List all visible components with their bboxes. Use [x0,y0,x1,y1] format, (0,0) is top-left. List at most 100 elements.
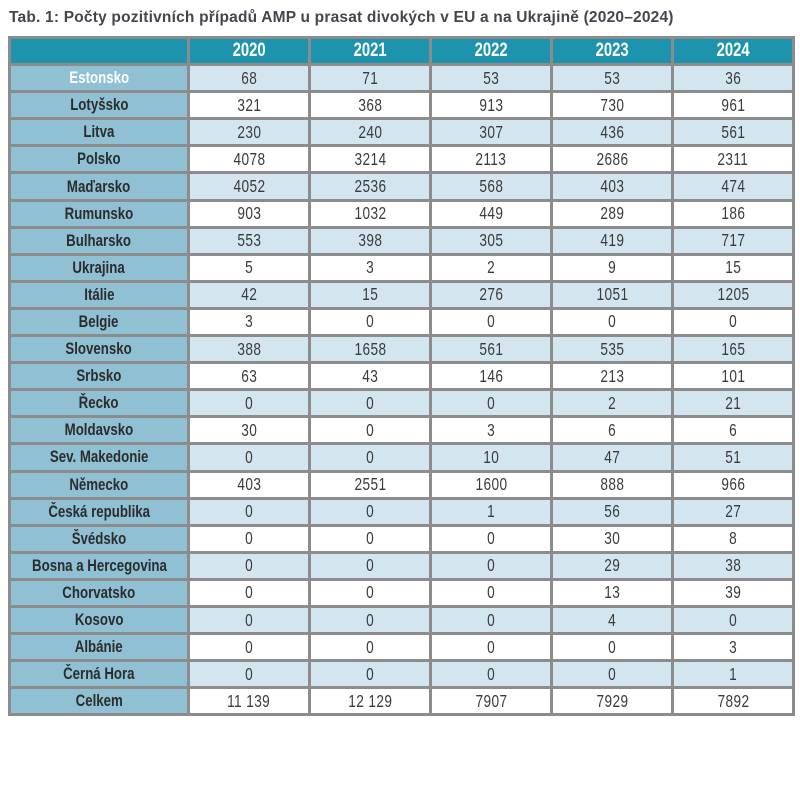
cell-value: 186 [721,203,745,224]
table-row: Lotyšsko 321 368 913 730 961 [8,90,795,121]
cell-value: 29 [604,555,620,576]
value-cell: 2686 [550,144,674,175]
cell-value: 0 [366,582,374,603]
value-cell: 6 [550,415,674,446]
row-label-cell: Moldavsko [8,415,190,446]
cell-value: 6 [729,419,737,440]
value-cell: 0 [308,442,432,473]
cell-value: 0 [487,636,495,657]
country-label: Moldavsko [64,420,134,440]
value-cell: 888 [550,469,674,500]
value-cell: 1205 [671,279,795,310]
row-label-cell: Estonsko [8,63,190,94]
value-cell: 7907 [429,686,553,717]
value-cell: 53 [429,63,553,94]
value-cell: 289 [550,198,674,229]
value-cell: 398 [308,225,432,256]
table-row: Česká republika 0 0 1 56 27 [8,496,795,527]
cell-value: 368 [358,94,382,115]
cell-value: 2113 [475,148,507,169]
value-cell: 2536 [308,171,432,202]
country-label: Estonsko [69,68,129,88]
value-cell: 0 [187,632,311,663]
value-cell: 0 [550,659,674,690]
cell-value: 2551 [354,474,386,495]
value-cell: 436 [550,117,674,148]
cell-value: 0 [729,311,737,332]
value-cell: 474 [671,171,795,202]
value-cell: 368 [308,90,432,121]
cell-value: 71 [362,67,378,88]
value-cell: 403 [550,171,674,202]
cell-value: 2 [487,257,495,278]
cell-value: 0 [366,501,374,522]
value-cell: 5 [187,252,311,283]
cell-value: 2 [608,392,616,413]
cell-value: 68 [241,67,257,88]
row-label-cell: Lotyšsko [8,90,190,121]
value-cell: 4078 [187,144,311,175]
cell-value: 47 [604,446,620,467]
value-cell: 21 [671,388,795,419]
table-row: Německo 403 2551 1600 888 966 [8,469,795,500]
cell-value: 7892 [717,690,749,711]
cell-value: 15 [362,284,378,305]
cell-value: 146 [479,365,503,386]
cell-value: 4052 [233,176,265,197]
value-cell: 240 [308,117,432,148]
cell-value: 27 [725,501,741,522]
country-label: Bulharsko [66,230,132,250]
value-cell: 0 [429,659,553,690]
value-cell: 0 [187,659,311,690]
value-cell: 146 [429,361,553,392]
value-cell: 0 [187,604,311,636]
value-cell: 63 [187,361,311,392]
value-cell: 276 [429,279,553,310]
year-header-cell: 2023 [550,35,674,67]
value-cell: 36 [671,63,795,94]
cell-value: 403 [237,474,261,495]
cell-value: 0 [608,636,616,657]
value-cell: 561 [671,117,795,148]
cell-value: 0 [366,419,374,440]
cell-value: 6 [608,419,616,440]
cell-value: 0 [487,582,495,603]
value-cell: 1 [429,496,553,527]
value-cell: 0 [187,442,311,473]
corner-cell [8,35,190,67]
table-row: Litva 230 240 307 436 561 [8,117,795,148]
value-cell: 3 [429,415,553,446]
cell-value: 53 [483,67,499,88]
cell-value: 419 [600,230,624,251]
row-label-cell: Kosovo [8,604,190,636]
cell-value: 0 [366,555,374,576]
cell-value: 165 [721,338,745,359]
cell-value: 1 [487,501,495,522]
value-cell: 403 [187,469,311,500]
value-cell: 0 [429,523,553,554]
table-row: Celkem 11 139 12 129 7907 7929 7892 [8,686,795,717]
cell-value: 0 [487,555,495,576]
row-label-cell: Belgie [8,306,190,338]
cell-value: 3 [487,419,495,440]
value-cell: 0 [187,496,311,527]
cell-value: 42 [241,284,257,305]
value-cell: 321 [187,90,311,121]
value-cell: 1 [671,659,795,690]
value-cell: 3214 [308,144,432,175]
year-header-cell: 2024 [671,35,795,67]
cell-value: 7907 [475,690,507,711]
value-cell: 0 [429,632,553,663]
value-cell: 2 [550,388,674,419]
cell-value: 101 [721,365,745,386]
value-cell: 42 [187,279,311,310]
row-label-cell: Polsko [8,144,190,175]
cell-value: 56 [604,501,620,522]
cell-value: 2536 [354,176,386,197]
table-row: Maďarsko 4052 2536 568 403 474 [8,171,795,202]
value-cell: 1051 [550,279,674,310]
value-cell: 449 [429,198,553,229]
value-cell: 0 [429,577,553,608]
value-cell: 53 [550,63,674,94]
value-cell: 3 [671,632,795,663]
